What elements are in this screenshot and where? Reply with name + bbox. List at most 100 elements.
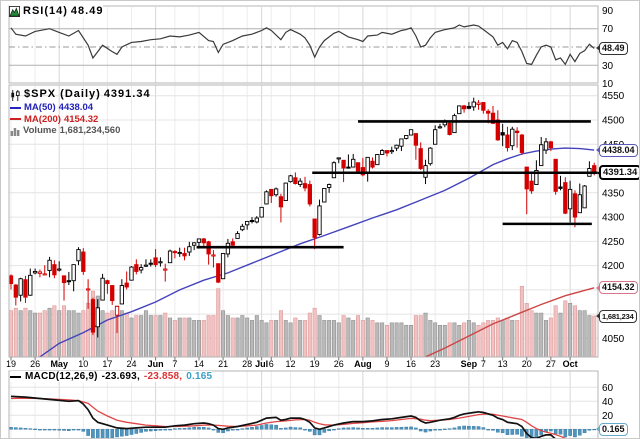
volume-bar <box>360 320 365 357</box>
candle-body <box>572 193 578 218</box>
volume-bar <box>351 320 356 357</box>
macd-histogram-bar <box>9 427 13 430</box>
macd-histogram-bar <box>592 428 597 431</box>
macd-histogram-bar <box>476 426 481 430</box>
date-tick-label: 20 <box>522 359 532 369</box>
candle-body <box>114 305 120 316</box>
candle-body <box>423 165 428 178</box>
volume-bars-icon <box>10 126 20 136</box>
candle-body <box>119 285 125 305</box>
macd-histogram-bar <box>327 429 331 432</box>
candle-body <box>85 288 91 291</box>
macd-histogram-bar <box>332 429 336 431</box>
volume-bar <box>510 320 515 357</box>
price-tick-label: 4550 <box>602 91 625 102</box>
candle-body <box>230 241 235 246</box>
macd-histogram-bar <box>28 428 33 430</box>
macd-histogram-bar <box>375 427 380 430</box>
candle-body <box>418 148 423 169</box>
price-tick-label: 4500 <box>602 115 625 126</box>
price-tick-label: 4350 <box>602 188 625 199</box>
macd-histogram-bar <box>539 429 543 436</box>
volume-bar <box>110 310 115 357</box>
volume-bar <box>206 315 211 357</box>
candle-body <box>23 279 28 298</box>
candle-body <box>220 253 226 280</box>
macd-histogram-bar <box>259 425 264 430</box>
candle-body <box>225 242 231 255</box>
macd-histogram-bar <box>95 429 100 438</box>
ma200-line-swatch <box>10 118 21 121</box>
volume-bar <box>259 320 264 357</box>
date-tick-label: 19 <box>310 359 320 369</box>
volume-bar <box>274 320 279 357</box>
price-tick-label: 4300 <box>602 213 625 224</box>
candle-body <box>505 134 510 149</box>
candle-body <box>211 254 216 257</box>
area-chart-icon <box>9 5 20 17</box>
candle-body <box>158 261 163 264</box>
macd-histogram-bar <box>563 429 568 438</box>
volume-bar <box>250 320 255 357</box>
date-tick-label: Oct <box>563 359 578 369</box>
candle-body <box>153 257 158 266</box>
volume-bar <box>515 320 520 357</box>
candle-body <box>273 188 279 196</box>
volume-bar <box>172 320 177 357</box>
macd-histogram-bar <box>71 429 76 431</box>
candle-body <box>539 144 544 167</box>
macd-histogram-bar <box>312 429 317 436</box>
macd-histogram-bar <box>264 424 269 430</box>
volume-bar <box>187 317 192 357</box>
candle-body <box>71 264 76 282</box>
volume-bar <box>548 317 553 357</box>
macd-histogram-bar <box>418 429 423 432</box>
candle-body <box>196 238 202 243</box>
date-tick-label: 17 <box>102 359 112 369</box>
candle-body <box>302 183 308 189</box>
macd-histogram-bar <box>467 425 471 430</box>
volume-bar <box>57 310 62 357</box>
candle-body <box>548 141 553 149</box>
macd-signal-value: -23.858, <box>143 371 183 382</box>
date-tick-label: 28 <box>242 359 252 369</box>
candle-body <box>312 218 317 238</box>
candle-body <box>326 184 332 188</box>
volume-bar <box>47 307 52 357</box>
volume-bar <box>452 322 457 357</box>
macd-histogram-bar <box>67 429 71 431</box>
macd-histogram-bar <box>462 425 466 430</box>
candle-body <box>322 187 327 203</box>
volume-bar <box>298 320 303 357</box>
volume-value: 1,681,234,560 <box>59 125 121 136</box>
volume-bar <box>423 312 428 357</box>
volume-bar <box>148 315 153 357</box>
macd-histogram-bar <box>201 427 206 430</box>
macd-histogram-bar <box>158 429 163 431</box>
macd-histogram-bar <box>308 429 312 432</box>
date-tick-label: 26 <box>334 359 344 369</box>
volume-bar <box>139 315 144 357</box>
candle-body <box>336 157 341 160</box>
candle-body <box>283 182 288 202</box>
macd-histogram-bar <box>192 427 196 430</box>
volume-legend: Volume 1,681,234,560 <box>10 125 151 137</box>
macd-histogram-bar <box>481 427 486 430</box>
date-tick-label: 6 <box>269 359 274 369</box>
volume-bar <box>13 307 18 357</box>
macd-histogram-bar <box>380 427 384 430</box>
symbol-title: $SPX (Daily) <box>24 88 101 101</box>
volume-bar <box>264 322 269 357</box>
ma50-label: MA(50) <box>24 102 56 113</box>
volume-bar <box>303 320 308 357</box>
volume-bar <box>346 317 351 357</box>
volume-bar <box>442 324 447 357</box>
axis-layer: 4550450044504400435043004250420041504100… <box>6 5 625 438</box>
volume-bar <box>553 305 558 357</box>
volume-bar <box>490 320 495 357</box>
candle-body <box>269 188 274 197</box>
macd-histogram-bar <box>428 429 433 432</box>
macd-histogram-bar <box>385 427 389 430</box>
volume-bar <box>254 315 259 357</box>
candle-body <box>52 264 57 276</box>
